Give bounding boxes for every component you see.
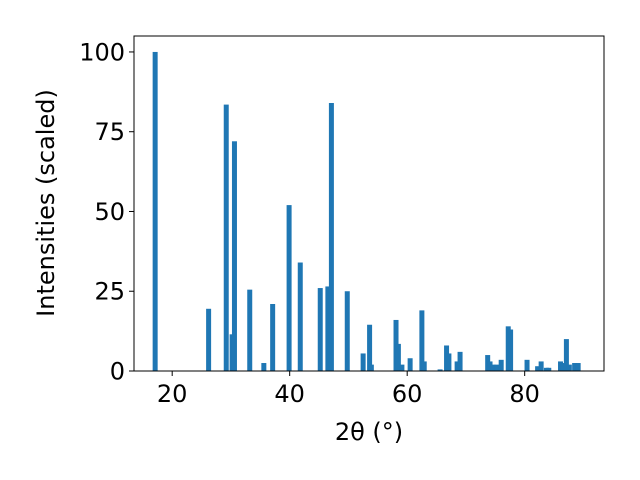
bar: [560, 363, 566, 371]
y-axis-label: Intensities (scaled): [32, 89, 60, 317]
bar: [368, 364, 374, 371]
x-tick-label: 60: [392, 380, 423, 408]
bar: [558, 361, 564, 371]
bar: [223, 104, 229, 371]
bar: [419, 310, 425, 371]
bar: [446, 353, 452, 371]
bar: [498, 359, 504, 371]
bar: [399, 364, 405, 371]
bar: [261, 363, 267, 371]
plot-frame: [133, 35, 605, 372]
bar: [457, 351, 463, 371]
y-tick-label: 100: [79, 38, 125, 66]
bar: [231, 141, 237, 371]
bar: [317, 288, 323, 371]
x-tick-label: 20: [157, 380, 188, 408]
x-tick-label: 40: [274, 380, 305, 408]
bar: [247, 289, 253, 371]
bar: [286, 205, 292, 371]
bar: [563, 339, 569, 371]
bar: [546, 367, 552, 371]
bar: [572, 363, 578, 371]
y-tick-label: 50: [94, 198, 125, 226]
bar: [487, 361, 493, 371]
bar: [437, 369, 443, 371]
y-tick-label: 75: [94, 118, 125, 146]
bar: [344, 291, 350, 371]
bar: [328, 103, 334, 371]
x-tick-label: 80: [509, 380, 540, 408]
bar: [152, 51, 158, 371]
y-axis: 0 25 50 75 100: [79, 38, 134, 386]
bar: [206, 308, 212, 371]
bar: [454, 361, 460, 371]
bar: [421, 361, 427, 371]
bar: [270, 304, 276, 371]
bar: [395, 343, 401, 371]
bar: [535, 366, 541, 371]
y-tick-label: 0: [110, 358, 125, 386]
bar: [407, 358, 413, 371]
bar: [524, 359, 530, 371]
bar: [297, 262, 303, 371]
bar: [490, 364, 496, 371]
x-axis: 20 40 60 80: [157, 371, 540, 408]
bar: [494, 364, 500, 371]
bar: [575, 363, 581, 371]
bar: [367, 324, 373, 371]
bar: [508, 329, 514, 371]
bar-series: [152, 51, 581, 371]
bar: [566, 364, 572, 371]
bar: [538, 361, 544, 371]
bar: [325, 286, 331, 371]
y-tick-label: 25: [94, 278, 125, 306]
x-axis-label: 2θ (°): [335, 418, 403, 446]
bar: [360, 353, 366, 371]
